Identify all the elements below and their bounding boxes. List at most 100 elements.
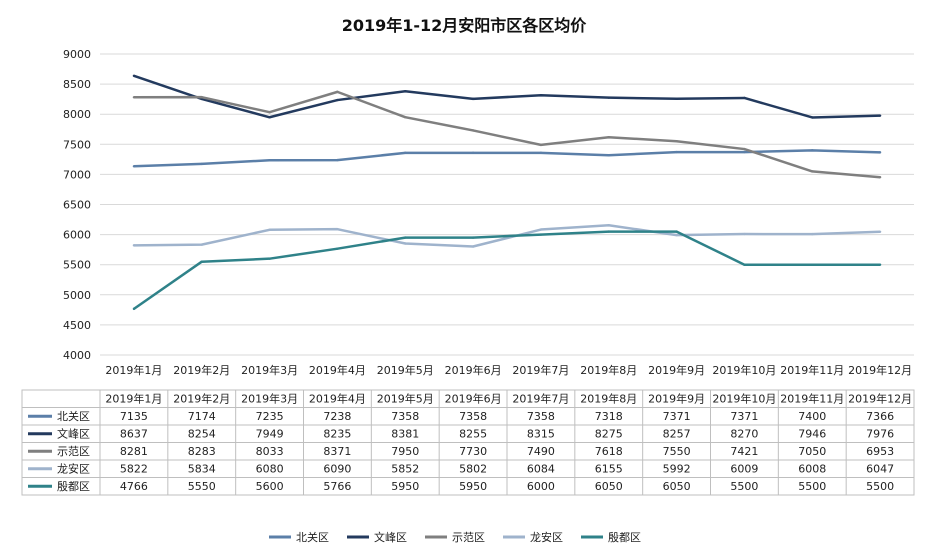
legend-label: 示范区 xyxy=(452,530,485,544)
data-label: 7238 xyxy=(323,410,351,423)
series-line-3 xyxy=(133,90,881,179)
data-point xyxy=(200,162,203,166)
table-header-cell: 2019年3月 xyxy=(241,392,298,406)
data-point xyxy=(743,263,746,266)
data-point xyxy=(132,307,136,311)
data-label: 6953 xyxy=(866,445,894,458)
data-point xyxy=(743,96,746,100)
series-line-1 xyxy=(133,149,881,168)
y-tick-label: 4500 xyxy=(63,319,91,332)
data-point xyxy=(539,94,543,97)
data-point xyxy=(132,96,136,99)
y-tick-label: 8500 xyxy=(63,78,91,91)
x-tick-label: 2019年1月 xyxy=(105,363,162,377)
data-label: 8381 xyxy=(391,428,419,441)
data-point xyxy=(811,149,814,152)
data-point xyxy=(336,90,339,94)
x-tick-label: 2019年3月 xyxy=(241,363,298,377)
data-point xyxy=(743,147,746,151)
data-point xyxy=(268,257,271,260)
data-point xyxy=(607,154,610,157)
data-point xyxy=(268,111,271,114)
data-label: 7730 xyxy=(459,445,487,458)
data-point xyxy=(607,135,610,139)
data-point xyxy=(132,244,136,247)
x-axis-ticks: 2019年1月 2019年2月 2019年3月 2019年4月 2019年5月 2019年… xyxy=(105,363,912,377)
data-point xyxy=(471,236,475,239)
table-header-cell: 2019年7月 xyxy=(512,392,569,406)
data-point xyxy=(471,151,475,155)
x-tick-label: 2019年4月 xyxy=(309,363,366,377)
y-tick-label: 4000 xyxy=(63,349,91,362)
data-label: 5766 xyxy=(323,480,351,493)
x-tick-label: 2019年5月 xyxy=(377,363,434,377)
x-tick-label: 2019年9月 xyxy=(648,363,705,377)
x-tick-label: 2019年8月 xyxy=(580,363,637,377)
legend-label: 龙安区 xyxy=(530,530,563,544)
series-line-2 xyxy=(133,74,881,119)
data-point xyxy=(336,247,339,250)
series-line-4 xyxy=(133,224,881,248)
legend: 北关区 文峰区 示范区 龙安区 殷都区 xyxy=(269,530,641,544)
data-label: 8270 xyxy=(730,428,758,441)
data-point xyxy=(336,158,339,162)
data-label: 6080 xyxy=(256,463,284,476)
data-point xyxy=(878,114,882,117)
y-tick-label: 7500 xyxy=(63,138,91,151)
data-point xyxy=(811,170,814,173)
data-point xyxy=(811,116,814,119)
data-point xyxy=(607,224,610,227)
data-label: 7421 xyxy=(730,445,758,458)
y-tick-label: 9000 xyxy=(63,48,91,61)
data-point xyxy=(675,140,678,143)
data-point xyxy=(268,159,271,162)
data-label: 5950 xyxy=(391,480,419,493)
data-point xyxy=(404,151,407,155)
data-point xyxy=(743,232,746,236)
data-label: 7318 xyxy=(595,410,623,423)
chart-title: 2019年1-12月安阳市区各区均价 xyxy=(342,16,588,35)
data-point xyxy=(200,95,203,99)
data-label: 7174 xyxy=(188,410,216,423)
data-label: 7235 xyxy=(256,410,284,423)
x-tick-label: 2019年12月 xyxy=(848,363,912,377)
table-header-cell: 2019年6月 xyxy=(445,392,502,406)
table-header-cell: 2019年10月 xyxy=(712,392,776,406)
table-header-cell: 2019年11月 xyxy=(780,392,844,406)
data-label: 6155 xyxy=(595,463,623,476)
data-point xyxy=(811,263,814,266)
table-header-cell: 2019年4月 xyxy=(309,392,366,406)
data-label: 8315 xyxy=(527,428,555,441)
data-point xyxy=(404,116,407,119)
data-label: 8283 xyxy=(188,445,216,458)
series-line-5 xyxy=(133,230,881,310)
data-point xyxy=(675,233,678,237)
data-point xyxy=(743,150,746,154)
data-point xyxy=(539,151,543,155)
y-axis-ticks: 4000 4500 5000 5500 6000 6500 7000 7500 8000 8500… xyxy=(63,48,91,362)
table-series-name: 示范区 xyxy=(57,444,90,458)
data-point xyxy=(404,236,407,239)
data-point xyxy=(268,116,271,119)
data-label: 7949 xyxy=(256,428,284,441)
y-tick-label: 7000 xyxy=(63,168,91,181)
x-tick-label: 2019年11月 xyxy=(780,363,844,377)
data-label: 7358 xyxy=(391,410,419,423)
data-label: 6084 xyxy=(527,463,555,476)
y-tick-label: 6000 xyxy=(63,229,91,242)
data-label: 8275 xyxy=(595,428,623,441)
data-table: 2019年1月 2019年2月 2019年3月 2019年4月 2019年5月 2019年… xyxy=(21,389,915,496)
data-label: 8255 xyxy=(459,428,487,441)
table-header-cell: 2019年8月 xyxy=(580,392,637,406)
data-label: 5600 xyxy=(256,480,284,493)
data-label: 5834 xyxy=(188,463,216,476)
data-point xyxy=(268,228,271,231)
data-label: 8281 xyxy=(120,445,148,458)
data-point xyxy=(539,228,543,231)
data-label: 6050 xyxy=(595,480,623,493)
x-tick-label: 2019年7月 xyxy=(512,363,569,377)
table-header-cell: 2019年2月 xyxy=(173,392,230,406)
data-point xyxy=(132,165,136,168)
data-label: 6009 xyxy=(730,463,758,476)
y-tick-label: 5500 xyxy=(63,259,91,272)
